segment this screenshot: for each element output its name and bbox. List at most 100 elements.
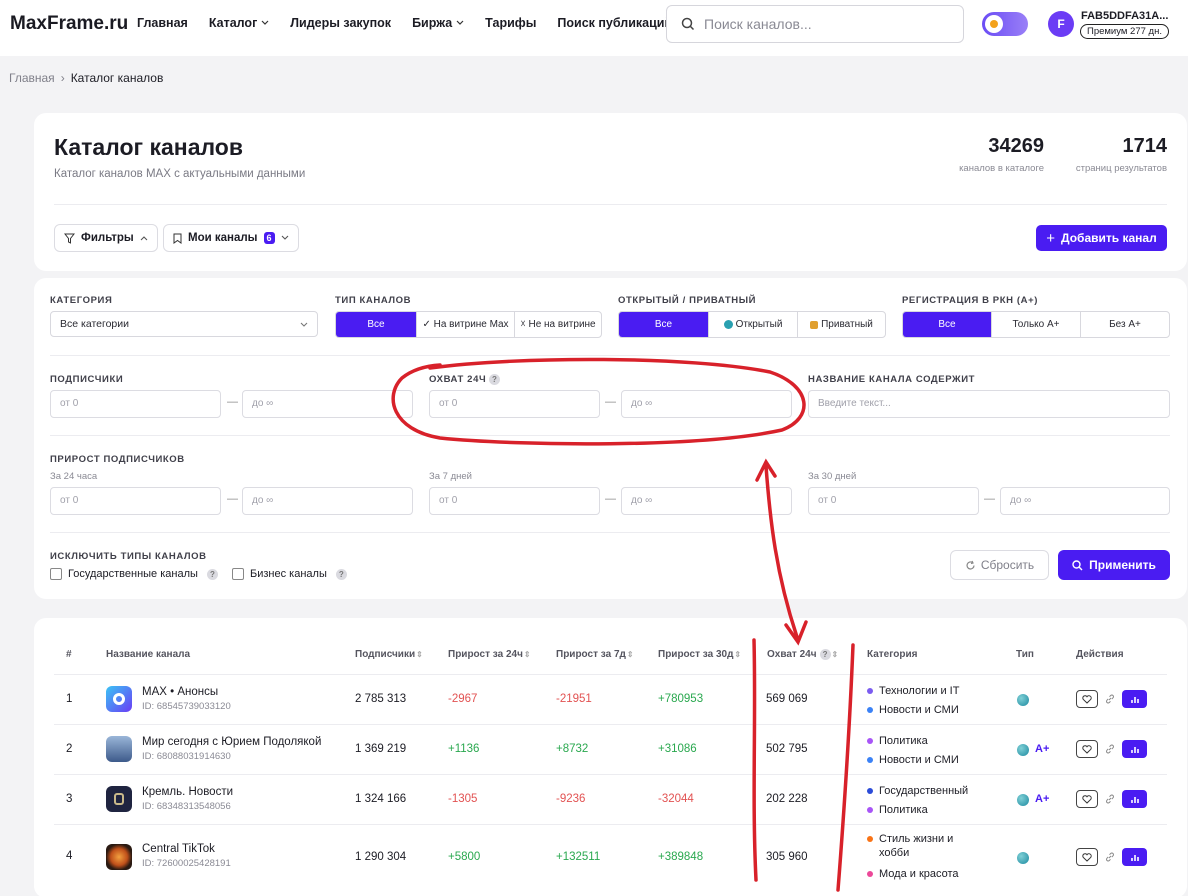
stat-pages-label: страниц результатов bbox=[1075, 163, 1167, 174]
growth-7d-to-input[interactable]: до ∞ bbox=[621, 487, 792, 515]
open-private-all[interactable]: Все bbox=[619, 312, 708, 337]
col-header-growth-30d[interactable]: Прирост за 30д⇕ bbox=[658, 649, 741, 660]
rkn-all[interactable]: Все bbox=[903, 312, 991, 337]
growth-7d-value: -9236 bbox=[556, 793, 586, 805]
add-channel-button[interactable]: + Добавить канал bbox=[1036, 225, 1167, 251]
link-icon[interactable] bbox=[1105, 852, 1115, 862]
rkn-without-aplus[interactable]: Без А+ bbox=[1080, 312, 1169, 337]
favorite-button[interactable] bbox=[1076, 790, 1098, 808]
nav-exchange[interactable]: Биржа bbox=[412, 16, 464, 30]
col-header-growth-24h[interactable]: Прирост за 24ч⇕ bbox=[448, 649, 531, 660]
reach-value: 305 960 bbox=[766, 851, 808, 863]
catalog-header-card: Каталог каналов Каталог каналов MAX с ак… bbox=[34, 113, 1187, 271]
rkn-only-aplus[interactable]: Только А+ bbox=[991, 312, 1080, 337]
category-name: Стиль жизни и хобби bbox=[879, 833, 954, 859]
open-option[interactable]: Открытый bbox=[708, 312, 797, 337]
help-icon[interactable]: ? bbox=[489, 374, 501, 385]
stats-button[interactable] bbox=[1122, 848, 1147, 866]
apply-button[interactable]: Применить bbox=[1058, 550, 1170, 580]
channel-id: ID: 72600025428191 bbox=[142, 858, 231, 869]
subscribers-to-input[interactable]: до ∞ bbox=[242, 390, 413, 418]
help-icon[interactable]: ? bbox=[819, 649, 831, 660]
channel-type-all[interactable]: Все bbox=[336, 312, 416, 337]
growth-24h-value: -1305 bbox=[448, 793, 478, 805]
stats-button[interactable] bbox=[1122, 740, 1147, 758]
name-contains-input[interactable]: Введите текст... bbox=[808, 390, 1170, 418]
search-icon bbox=[1072, 559, 1083, 570]
growth-24h-value: +1136 bbox=[448, 743, 480, 755]
sort-icon: ⇕ bbox=[523, 650, 531, 659]
stat-pages: 1714 страниц результатов bbox=[1076, 135, 1167, 174]
reach-value: 202 228 bbox=[766, 793, 808, 805]
stats-button[interactable] bbox=[1122, 690, 1147, 708]
col-header-type: Тип bbox=[1016, 649, 1034, 660]
channel-name[interactable]: MAX • Анонсы bbox=[142, 686, 219, 698]
channel-name[interactable]: Кремль. Новости bbox=[142, 786, 234, 798]
link-icon[interactable] bbox=[1105, 694, 1115, 704]
growth-30d-from-input[interactable]: от 0 bbox=[808, 487, 979, 515]
search-input[interactable]: Поиск каналов... bbox=[666, 5, 964, 43]
nav-home[interactable]: Главная bbox=[137, 16, 188, 30]
table-row[interactable]: 1 MAX • Анонсы ID: 68545739033120 2 785 … bbox=[54, 675, 1167, 724]
channel-name[interactable]: Central TikTok bbox=[142, 843, 215, 855]
theme-toggle[interactable] bbox=[982, 12, 1028, 36]
private-option[interactable]: Приватный bbox=[797, 312, 885, 337]
growth-30d-value: +780953 bbox=[658, 693, 704, 705]
col-header-growth-30d-label: Прирост за 30д bbox=[658, 649, 734, 660]
link-icon[interactable] bbox=[1105, 794, 1115, 804]
nav-leaders[interactable]: Лидеры закупок bbox=[290, 16, 391, 30]
my-channels-button[interactable]: Мои каналы 6 bbox=[163, 224, 299, 252]
range-dash: — bbox=[605, 396, 616, 408]
breadcrumb-home[interactable]: Главная bbox=[9, 71, 55, 85]
reach-label-text: ОХВАТ 24Ч bbox=[429, 374, 487, 386]
growth-24h-from-input[interactable]: от 0 bbox=[50, 487, 221, 515]
table-row[interactable]: 4 Central TikTok ID: 72600025428191 1 29… bbox=[54, 825, 1167, 891]
category-dot bbox=[867, 836, 873, 842]
site-logo[interactable]: MaxFrame.ru bbox=[10, 13, 129, 34]
favorite-button[interactable] bbox=[1076, 848, 1098, 866]
growth-30d-to-input[interactable]: до ∞ bbox=[1000, 487, 1170, 515]
help-icon[interactable]: ? bbox=[206, 568, 218, 580]
state-channels-checkbox[interactable]: Государственные каналы? bbox=[50, 568, 218, 580]
link-icon[interactable] bbox=[1105, 744, 1115, 754]
channel-avatar bbox=[106, 736, 132, 762]
reset-button[interactable]: Сбросить bbox=[950, 550, 1049, 580]
nav-publication-search[interactable]: Поиск публикаций bbox=[557, 16, 672, 30]
favorite-button[interactable] bbox=[1076, 690, 1098, 708]
filters-button[interactable]: Фильтры bbox=[54, 224, 158, 252]
table-row[interactable]: 2 Мир сегодня с Юрием Подолякой ID: 6808… bbox=[54, 725, 1167, 774]
nav-tariffs[interactable]: Тарифы bbox=[485, 16, 536, 30]
business-channels-checkbox[interactable]: Бизнес каналы? bbox=[232, 568, 347, 580]
channel-name[interactable]: Мир сегодня с Юрием Подолякой bbox=[142, 736, 322, 748]
avatar[interactable]: F bbox=[1048, 11, 1074, 37]
col-header-growth-7d[interactable]: Прирост за 7д⇕ bbox=[556, 649, 634, 660]
growth-7d-from-input[interactable]: от 0 bbox=[429, 487, 600, 515]
category-name: Государственный bbox=[879, 785, 969, 797]
divider bbox=[54, 724, 1167, 725]
col-header-reach[interactable]: Охват 24ч? ⇕ bbox=[767, 649, 838, 660]
chevron-down-icon bbox=[300, 322, 308, 327]
channel-type-showcase[interactable]: ✓ На витрине Max bbox=[416, 312, 514, 337]
chevron-down-icon bbox=[456, 20, 464, 25]
table-row[interactable]: 3 Кремль. Новости ID: 68348313548056 1 3… bbox=[54, 775, 1167, 824]
nav-catalog[interactable]: Каталог bbox=[209, 16, 269, 30]
user-name[interactable]: FAB5DDFA31A... bbox=[1081, 10, 1169, 22]
favorite-button[interactable] bbox=[1076, 740, 1098, 758]
subscribers-from-input[interactable]: от 0 bbox=[50, 390, 221, 418]
category-name: Политика bbox=[879, 804, 928, 816]
growth-24h-to-input[interactable]: до ∞ bbox=[242, 487, 413, 515]
category-select[interactable]: Все категории bbox=[50, 311, 318, 337]
col-header-subscribers[interactable]: Подписчики⇕ bbox=[355, 649, 423, 660]
reach-to-input[interactable]: до ∞ bbox=[621, 390, 792, 418]
nav-leaders-label: Лидеры закупок bbox=[290, 16, 392, 30]
bookmark-icon bbox=[173, 233, 182, 244]
stats-button[interactable] bbox=[1122, 790, 1147, 808]
reach-from-input[interactable]: от 0 bbox=[429, 390, 600, 418]
page-title: Каталог каналов bbox=[54, 134, 243, 160]
row-number: 2 bbox=[66, 743, 73, 755]
channel-type-not-showcase[interactable]: ☓ Не на витрине bbox=[514, 312, 601, 337]
bar-chart-icon bbox=[1130, 746, 1139, 753]
help-icon[interactable]: ? bbox=[335, 568, 347, 580]
channel-avatar bbox=[106, 844, 132, 870]
reset-label: Сбросить bbox=[980, 558, 1035, 572]
